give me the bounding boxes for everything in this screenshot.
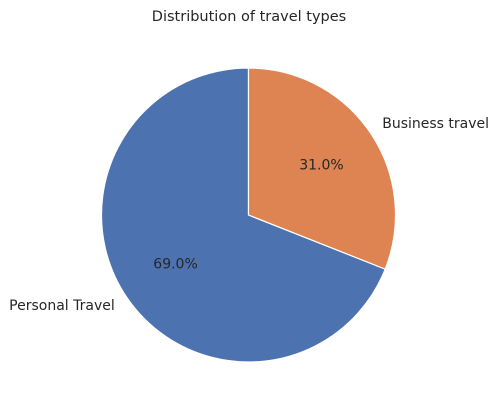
chart-title: Distribution of travel types — [152, 9, 346, 25]
pie-pct-label: 31.0% — [299, 157, 343, 173]
pie-slices — [100, 67, 397, 363]
pie-pct-label: 69.0% — [153, 257, 197, 273]
pie-labels: 69.0% Personal Travel 31.0% Business travel — [9, 116, 489, 314]
pie-slice-personal-travel — [100, 67, 386, 363]
pie-category-label: Personal Travel — [9, 298, 115, 314]
pie-category-label: Business travel — [382, 116, 489, 132]
pie-slice-business-travel — [247, 67, 397, 270]
